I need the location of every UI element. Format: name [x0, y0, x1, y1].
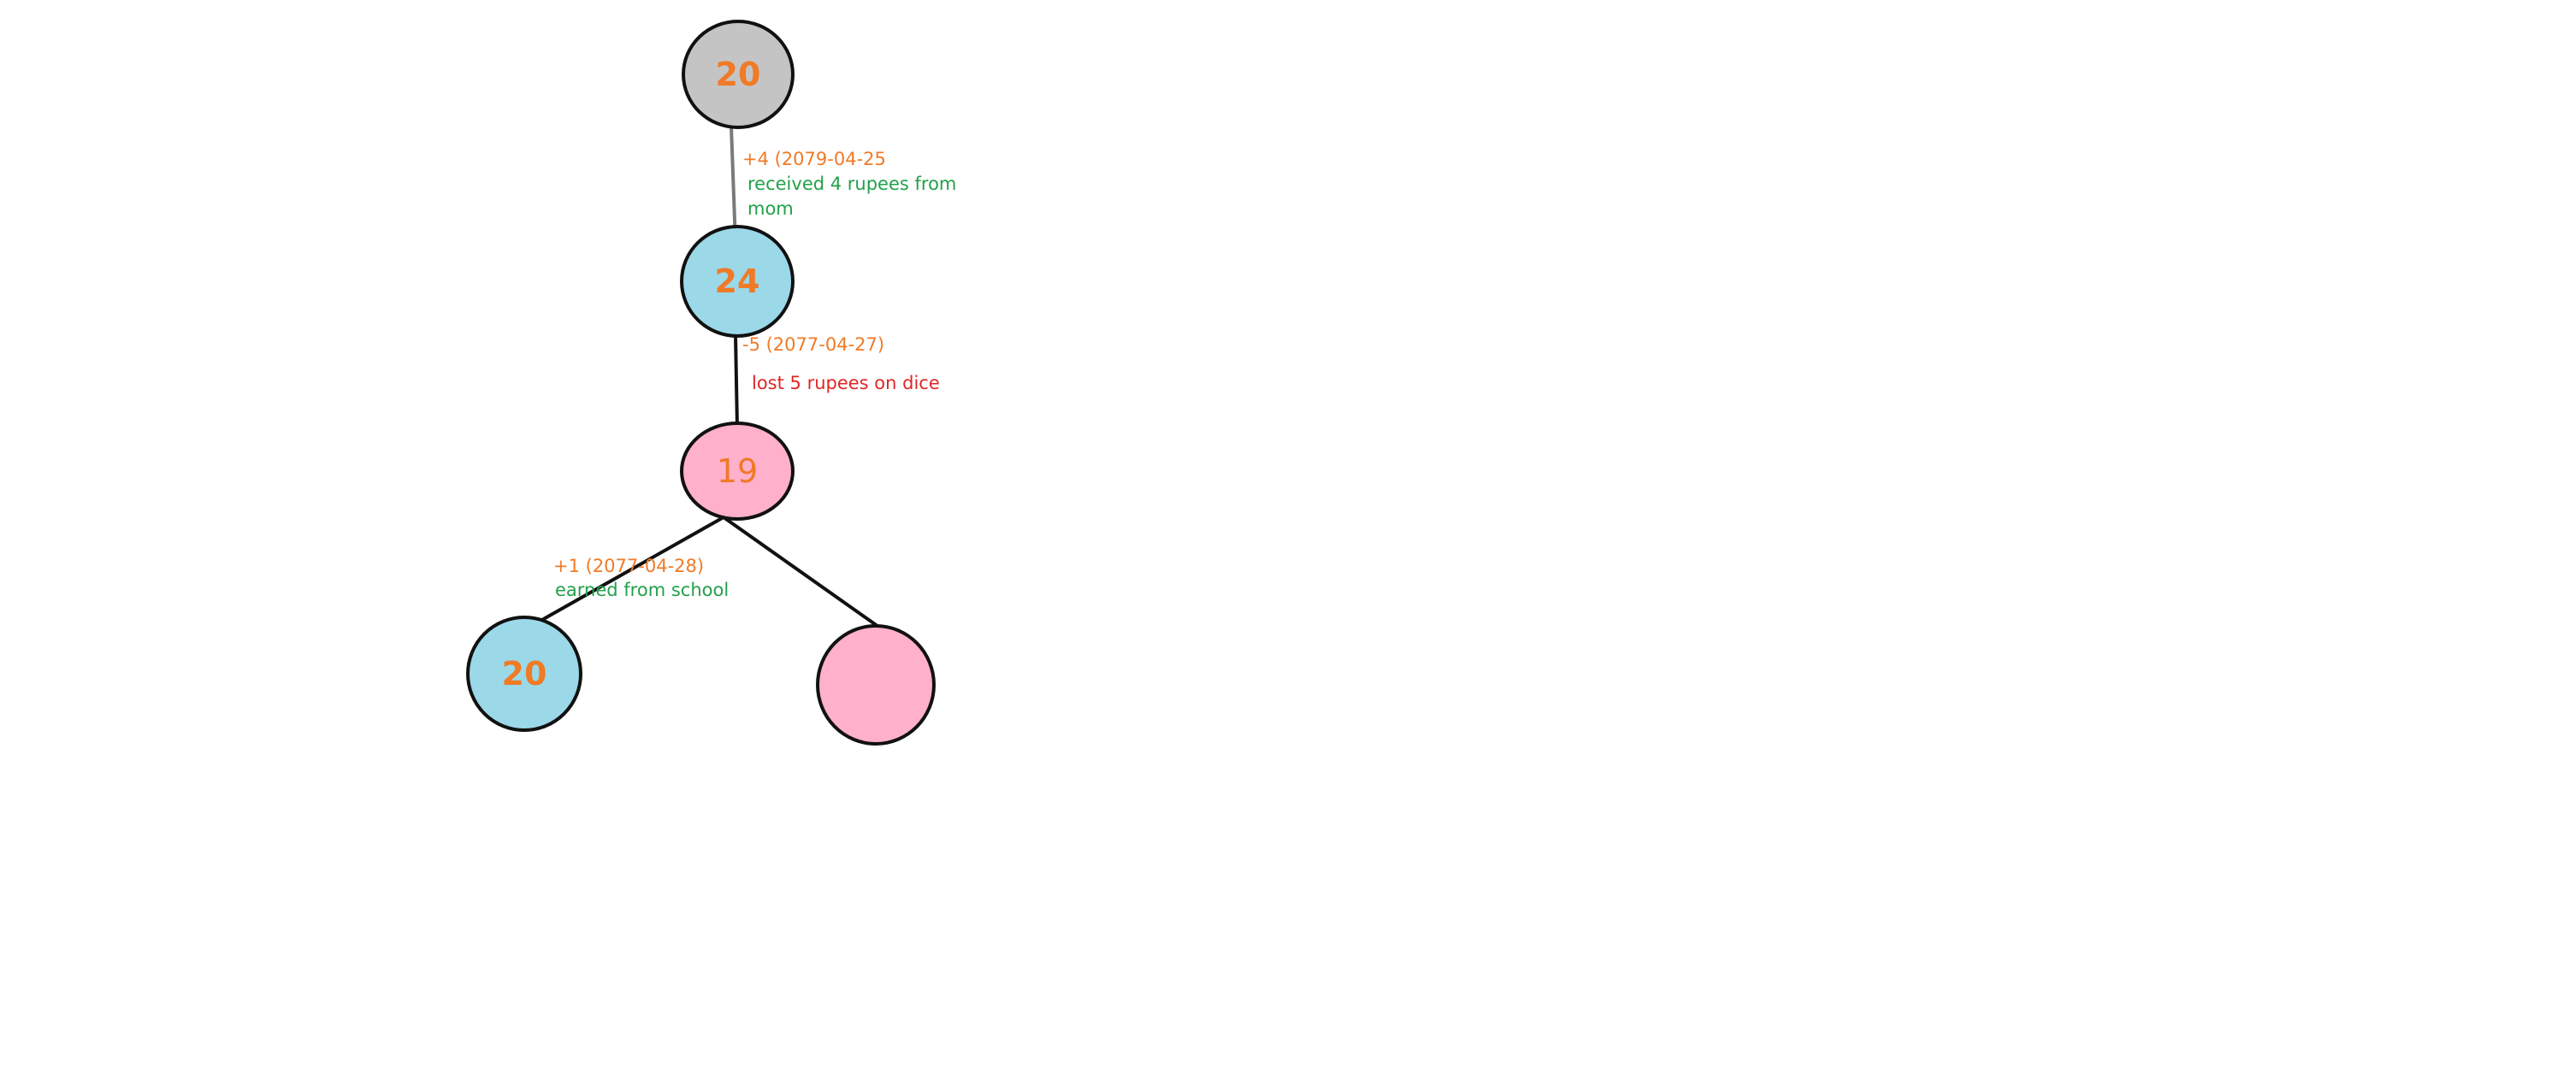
node-20-value: 20	[501, 655, 547, 693]
edge-root-to-24	[730, 126, 737, 245]
edge-24-to-19-note: lost 5 rupees on dice	[752, 373, 940, 393]
edge-19-to-20	[540, 516, 724, 622]
edge-root-to-24-note-line2: mom	[747, 198, 794, 219]
node-20: 20	[466, 616, 582, 732]
node-empty	[816, 624, 936, 746]
edge-root-to-24-note-line1: received 4 rupees from	[747, 174, 957, 194]
edge-root-to-24-delta: +4 (2079-04-25	[742, 149, 886, 169]
node-19-value: 19	[716, 452, 759, 490]
edge-24-to-19	[734, 334, 739, 428]
node-root: 20	[682, 20, 795, 129]
edge-24-to-19-delta: -5 (2077-04-27)	[742, 334, 885, 355]
edge-19-to-empty	[722, 516, 883, 630]
node-24-value: 24	[714, 262, 760, 300]
edge-19-to-20-delta: +1 (2077-04-28)	[553, 556, 705, 576]
node-24: 24	[680, 225, 795, 338]
node-root-value: 20	[715, 56, 761, 93]
edge-19-to-20-note: earned from school	[555, 580, 730, 600]
node-19: 19	[680, 422, 795, 521]
